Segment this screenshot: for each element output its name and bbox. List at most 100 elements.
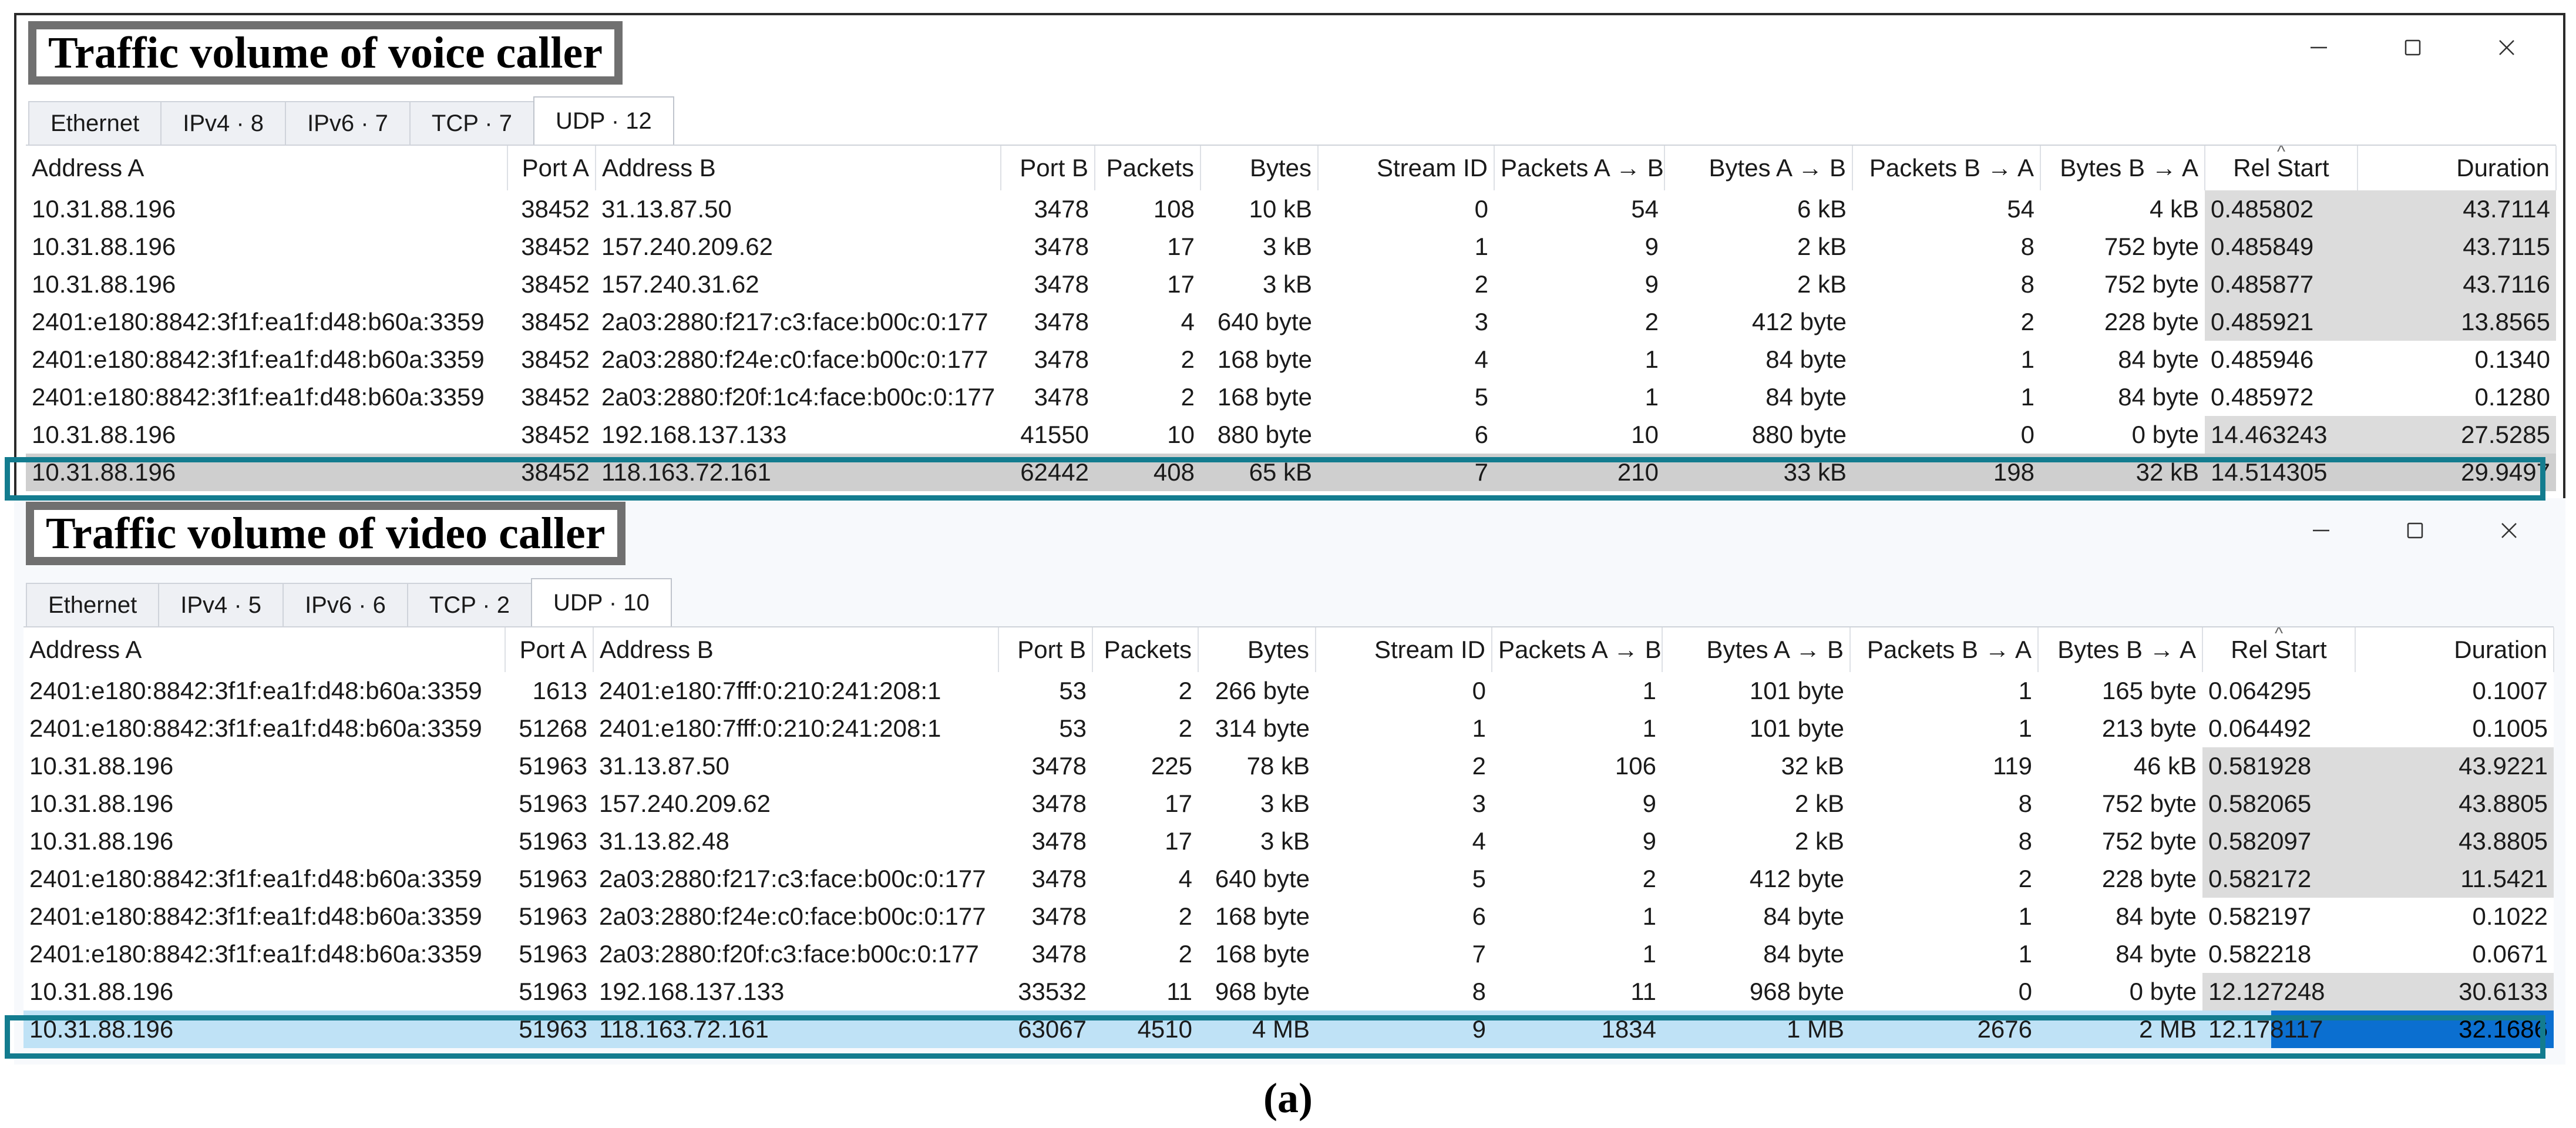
column-header-label: Bytes A → B <box>1709 154 1846 182</box>
table-row[interactable]: 2401:e180:8842:3f1f:ea1f:d48:b60a:3359 51… <box>23 860 2554 898</box>
tab-tcp-2[interactable]: TCP · 2 <box>406 583 532 626</box>
table-row[interactable]: 10.31.88.196 38452 31.13.87.50 3478 108 10 kB… <box>26 190 2556 228</box>
cell-address-a: 10.31.88.196 <box>29 790 174 817</box>
table-row[interactable]: 2401:e180:8842:3f1f:ea1f:d48:b60a:3359 16… <box>23 672 2554 710</box>
cell-stream-id: 2 <box>1474 270 1488 298</box>
column-header-bytes-a-b[interactable]: Bytes A → B <box>1662 627 1851 672</box>
cell-port-a: 1613 <box>532 677 587 704</box>
column-header-packets-a-b[interactable]: Packets A → B <box>1492 627 1663 672</box>
column-header-bytes-a-b[interactable]: Bytes A → B <box>1664 146 1853 190</box>
table-row[interactable]: 10.31.88.196 51963 157.240.209.62 3478 17 3 k… <box>23 785 2554 822</box>
protocol-tabs: Ethernet IPv4 · 8 IPv6 · 7 TCP · 7 UDP · 12 <box>28 96 674 145</box>
column-header-port-a[interactable]: Port A <box>507 146 596 190</box>
cell-packets: 17 <box>1165 827 1192 855</box>
cell-bytes-a-b: 101 byte <box>1749 677 1844 704</box>
tab-tcp-7[interactable]: TCP · 7 <box>409 101 534 145</box>
cell-packets-b-a: 2 <box>2020 308 2034 335</box>
table-row[interactable]: 10.31.88.196 51963 31.13.82.48 3478 17 3 kB 4 9… <box>23 822 2554 860</box>
table-row[interactable]: 10.31.88.196 51963 31.13.87.50 3478 225 78 kB… <box>23 747 2554 785</box>
column-header-packets[interactable]: Packets <box>1095 146 1201 190</box>
tab-udp-10[interactable]: UDP · 10 <box>530 578 672 626</box>
column-header-bytes-b-a[interactable]: Bytes B → A <box>2040 146 2205 190</box>
column-header-bytes[interactable]: Bytes <box>1198 627 1316 672</box>
column-header-label: Address B <box>602 154 716 182</box>
table-row[interactable]: 2401:e180:8842:3f1f:ea1f:d48:b60a:3359 51… <box>23 710 2554 747</box>
column-header-packets[interactable]: Packets <box>1092 627 1199 672</box>
tab-ethernet[interactable]: Ethernet <box>26 583 160 626</box>
tab-ipv6-7[interactable]: IPv6 · 7 <box>285 101 411 145</box>
column-header-bytes[interactable]: Bytes <box>1200 146 1319 190</box>
cell-bytes: 168 byte <box>1217 383 1312 411</box>
cell-address-b: 31.13.82.48 <box>599 827 729 855</box>
cell-packets-b-a: 2 <box>2018 865 2032 892</box>
tab-ipv4-8[interactable]: IPv4 · 8 <box>160 101 287 145</box>
column-header-packets-a-b[interactable]: Packets A → B <box>1494 146 1665 190</box>
table-row[interactable]: 10.31.88.196 51963 118.163.72.161 63067 4510… <box>23 1010 2554 1048</box>
column-header-stream-id[interactable]: Stream ID <box>1316 627 1492 672</box>
column-header-bytes-b-a[interactable]: Bytes B → A <box>2038 627 2203 672</box>
table-row[interactable]: 2401:e180:8842:3f1f:ea1f:d48:b60a:3359 51… <box>23 935 2554 973</box>
column-header-address-a[interactable]: Address A <box>23 627 506 672</box>
cell-bytes-a-b: 84 byte <box>1765 383 1847 411</box>
maximize-icon[interactable] <box>2368 510 2462 551</box>
cell-address-a: 10.31.88.196 <box>32 233 176 260</box>
cell-bytes-a-b: 880 byte <box>1751 421 1847 448</box>
table-row[interactable]: 2401:e180:8842:3f1f:ea1f:d48:b60a:3359 51… <box>23 898 2554 935</box>
cell-duration: 32.1686 <box>2355 1010 2554 1048</box>
close-icon[interactable] <box>2462 510 2556 551</box>
cell-address-a: 2401:e180:8842:3f1f:ea1f:d48:b60a:3359 <box>32 308 485 335</box>
column-header-duration[interactable]: Duration <box>2358 146 2557 190</box>
column-header-rel-start[interactable]: Rel Start ^ <box>2202 627 2356 672</box>
cell-bytes: 3 kB <box>1262 233 1312 260</box>
cell-bytes: 3 kB <box>1260 790 1310 817</box>
cell-bytes-a-b: 2 kB <box>1797 270 1847 298</box>
cell-packets: 2 <box>1178 940 1192 968</box>
cell-stream-id: 4 <box>1472 827 1486 855</box>
column-header-duration[interactable]: Duration <box>2355 627 2554 672</box>
table-row[interactable]: 10.31.88.196 38452 192.168.137.133 41550 10 8… <box>26 416 2556 454</box>
cell-rel-start: 0.581928 <box>2202 747 2355 785</box>
cell-packets-b-a: 1 <box>2018 677 2032 704</box>
column-header-stream-id[interactable]: Stream ID <box>1318 146 1495 190</box>
column-header-port-b[interactable]: Port B <box>1001 146 1095 190</box>
cell-port-a: 38452 <box>521 308 590 335</box>
cell-port-b: 3478 <box>1034 270 1089 298</box>
maximize-icon[interactable] <box>2366 27 2460 68</box>
conversations-table: Address A Port A Address B Port B Packets Byt… <box>23 626 2554 1048</box>
column-header-label: Port A <box>522 154 589 182</box>
column-header-rel-start[interactable]: Rel Start ^ <box>2205 146 2358 190</box>
minimize-icon[interactable] <box>2274 510 2368 551</box>
column-header-label: Packets A → B <box>1498 636 1662 663</box>
minimize-icon[interactable] <box>2272 27 2366 68</box>
cell-stream-id: 1 <box>1472 714 1486 742</box>
column-header-address-a[interactable]: Address A <box>26 146 508 190</box>
column-header-packets-b-a[interactable]: Packets B → A <box>1852 146 2041 190</box>
cell-packets: 17 <box>1165 790 1192 817</box>
cell-rel-start: 0.582097 <box>2202 822 2355 860</box>
column-header-port-a[interactable]: Port A <box>505 627 594 672</box>
tab-ethernet[interactable]: Ethernet <box>28 101 162 145</box>
column-header-port-b[interactable]: Port B <box>998 627 1093 672</box>
table-row[interactable]: 10.31.88.196 51963 192.168.137.133 33532 11 9… <box>23 973 2554 1010</box>
close-icon[interactable] <box>2460 27 2554 68</box>
cell-packets: 4 <box>1178 865 1192 892</box>
table-row[interactable]: 10.31.88.196 38452 118.163.72.161 62442 408 6… <box>26 454 2556 491</box>
tab-ipv4-5[interactable]: IPv4 · 5 <box>158 583 284 626</box>
cell-bytes: 4 MB <box>1198 1010 1316 1048</box>
table-row[interactable]: 10.31.88.196 38452 157.240.31.62 3478 17 3 kB… <box>26 266 2556 303</box>
column-header-address-b[interactable]: Address B <box>593 627 999 672</box>
table-row[interactable]: 2401:e180:8842:3f1f:ea1f:d48:b60a:3359 38… <box>26 303 2556 341</box>
cell-duration: 43.7116 <box>2358 266 2556 303</box>
tab-udp-12[interactable]: UDP · 12 <box>533 96 674 145</box>
cell-bytes-b-a: 84 byte <box>2116 940 2197 968</box>
table-row[interactable]: 10.31.88.196 38452 157.240.209.62 3478 17 3 k… <box>26 228 2556 266</box>
sort-indicator-icon: ^ <box>2276 146 2286 162</box>
tab-ipv6-6[interactable]: IPv6 · 6 <box>283 583 408 626</box>
table-row[interactable]: 2401:e180:8842:3f1f:ea1f:d48:b60a:3359 38… <box>26 341 2556 378</box>
column-header-packets-b-a[interactable]: Packets B → A <box>1850 627 2039 672</box>
cell-address-b: 31.13.87.50 <box>599 752 729 780</box>
column-header-address-b[interactable]: Address B <box>596 146 1001 190</box>
table-row[interactable]: 2401:e180:8842:3f1f:ea1f:d48:b60a:3359 38… <box>26 378 2556 416</box>
cell-rel-start: 0.485946 <box>2211 345 2314 373</box>
cell-bytes-b-a: 0 byte <box>2129 978 2197 1005</box>
